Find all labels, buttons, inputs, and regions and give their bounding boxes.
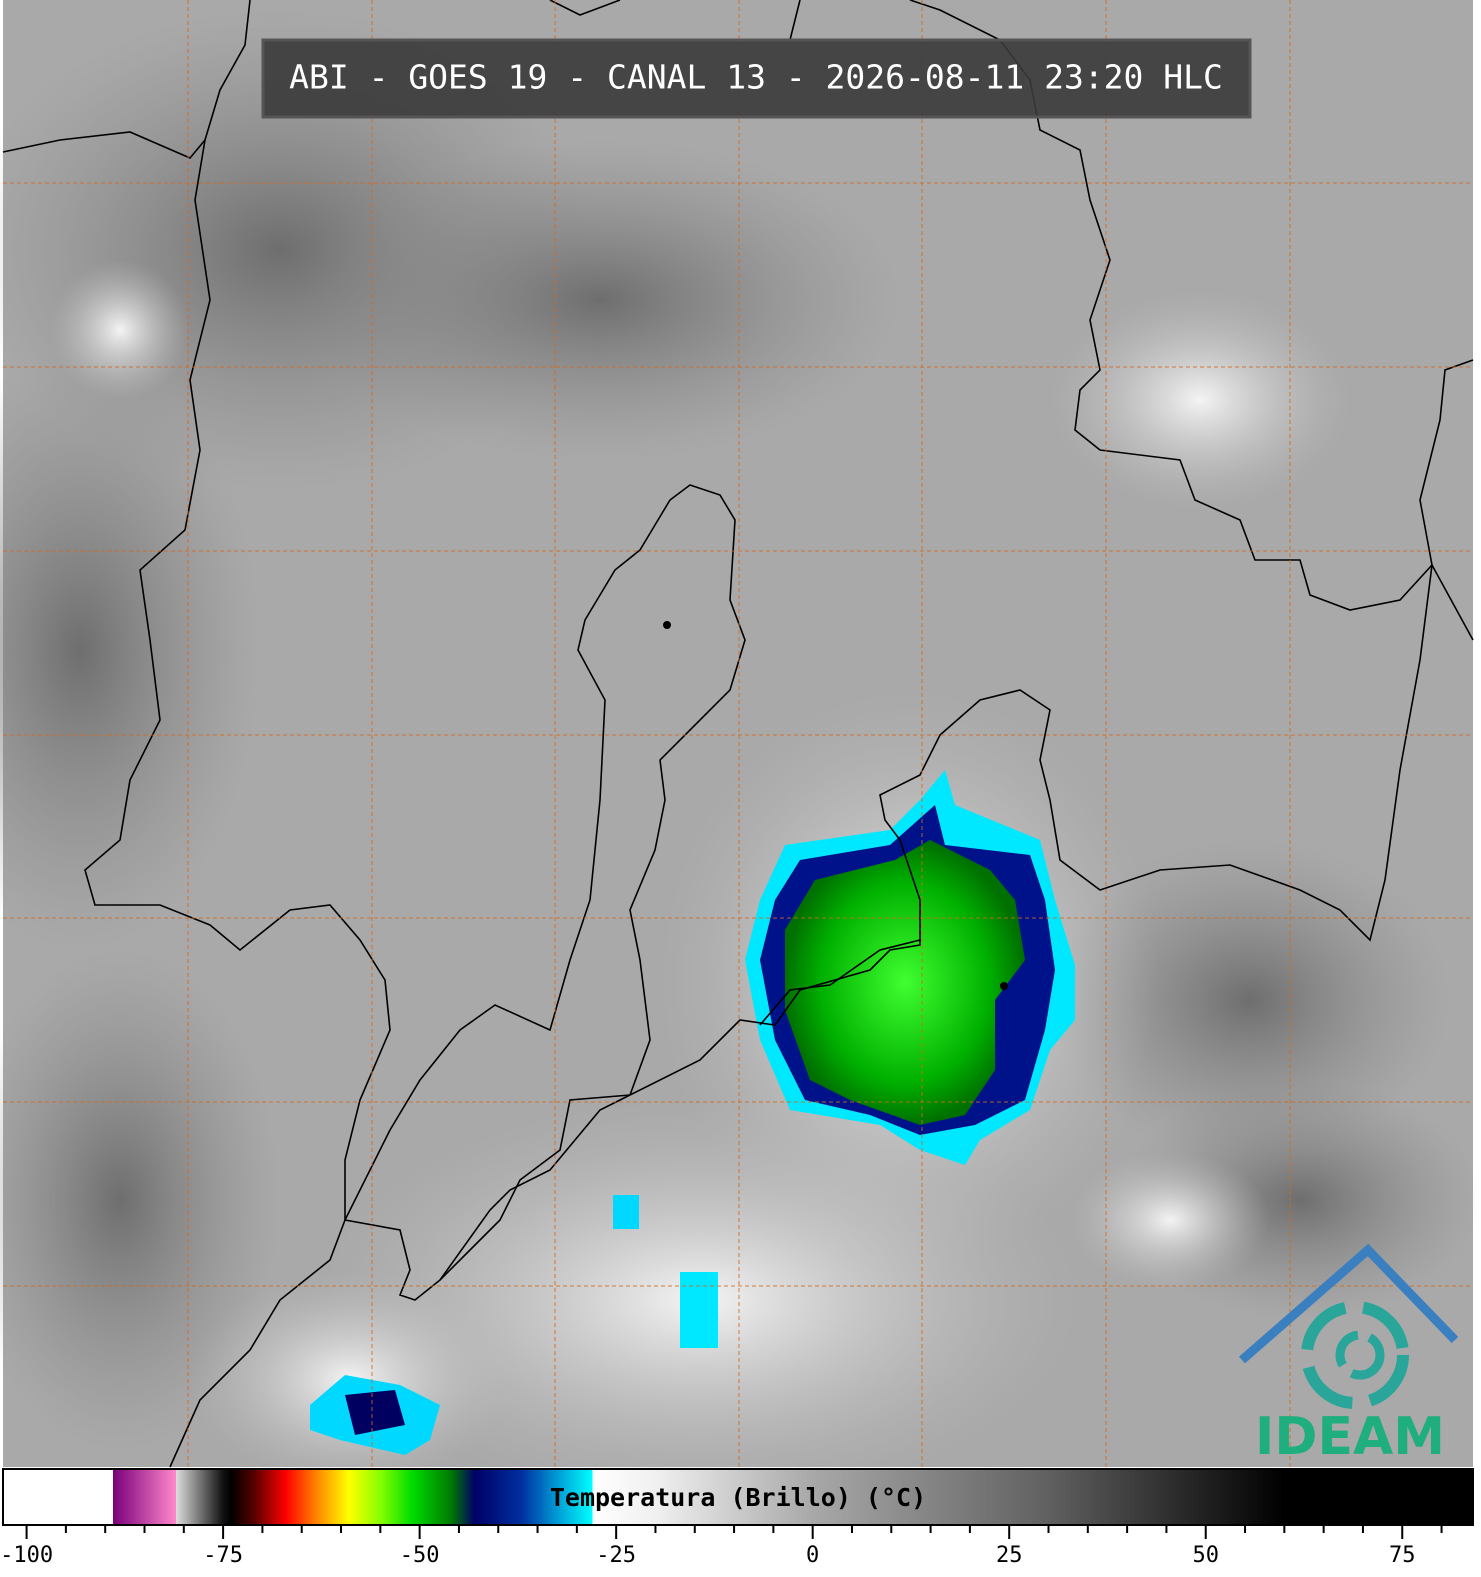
logo: IDEAM xyxy=(1239,1243,1459,1467)
tick-label: 75 xyxy=(1389,1543,1416,1568)
tick-label: -100 xyxy=(0,1543,53,1568)
title: ABI - GOES 19 - CANAL 13 - 2026-08-11 23… xyxy=(289,58,1223,97)
logo-text: IDEAM xyxy=(1255,1407,1445,1467)
tick-label: 50 xyxy=(1192,1543,1219,1568)
tick-label: -75 xyxy=(203,1543,243,1568)
colorbar: Temperatura (Brillo) (°C) -100 -75 -50 -25 0… xyxy=(0,1468,1474,1568)
colorbar-fill xyxy=(2,1468,1474,1526)
tick-label: -50 xyxy=(400,1543,440,1568)
city-marker xyxy=(1000,982,1008,990)
graticule xyxy=(3,0,1473,1467)
satellite-image xyxy=(0,0,1480,1500)
colorbar-label: Temperatura (Brillo) (°C) xyxy=(550,1483,926,1512)
tick-label: 25 xyxy=(996,1543,1023,1568)
tick-label: 0 xyxy=(806,1543,819,1568)
title-box xyxy=(261,38,1252,119)
tick-label: -25 xyxy=(596,1543,636,1568)
city-marker xyxy=(663,621,671,629)
